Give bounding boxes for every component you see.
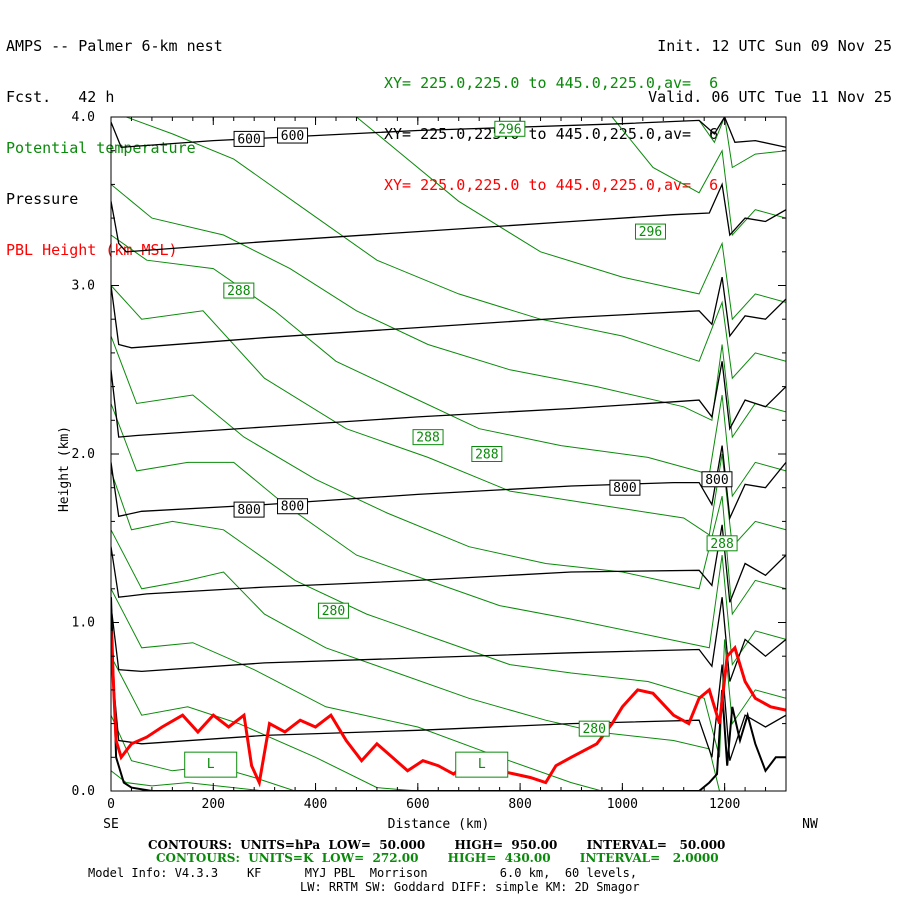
- footer-model-info: Model Info: V4.3.3 KF MYJ PBL Morrison 6…: [88, 866, 638, 880]
- y-tick-label: 0.0: [72, 784, 95, 799]
- theta-contour-300: [698, 117, 786, 169]
- x-tick-label: 200: [202, 797, 225, 812]
- pressure-contour-label-box: [233, 501, 265, 518]
- pressure-contour-label: 600: [281, 129, 304, 144]
- theta-contour-label: 296: [639, 225, 662, 240]
- theta-contour-296: [356, 117, 786, 321]
- theta-contour-288: [111, 285, 786, 548]
- header-left: AMPS -- Palmer 6-km nest Fcst. 42 h Pote…: [6, 4, 223, 276]
- pressure-contour-950: [111, 656, 786, 761]
- pressure-contour-label: 800: [281, 500, 304, 515]
- theta-contour-label-box: [494, 120, 526, 137]
- theta-contour-label-box: [634, 223, 666, 240]
- plot-frame: [110, 116, 787, 792]
- valid-time: Valid. 06 UTC Tue 11 Nov 25: [648, 88, 892, 106]
- pressure-contour-label-box: [233, 130, 265, 147]
- pressure-contour-label: 600: [237, 132, 260, 147]
- theta-contour-282: [111, 470, 786, 758]
- theta-contour-290: [111, 234, 786, 498]
- pressure-contour-label: 800: [237, 503, 260, 518]
- pressure-contour-label: 800: [613, 481, 636, 496]
- low-marker-label: L: [478, 757, 486, 772]
- theta-contour-298: [611, 117, 786, 237]
- x-tick-label: 800: [508, 797, 531, 812]
- theta-contour-292: [111, 184, 786, 439]
- low-marker-box: [184, 751, 238, 778]
- y-tick-label: 3.0: [72, 279, 95, 294]
- footer-model-info-2: LW: RRTM SW: Goddard DIFF: simple KM: 2D…: [300, 880, 640, 894]
- theta-contour-label: 288: [227, 284, 250, 299]
- footer-contours-pressure: CONTOURS: UNITS=hPa LOW= 50.000 HIGH= 95…: [148, 838, 726, 852]
- pressure-contour-label-box: [701, 471, 733, 488]
- theta-contour-label-box: [706, 535, 738, 552]
- field-pressure-name: Pressure: [6, 190, 79, 208]
- theta-contour-label-box: [578, 720, 610, 737]
- theta-contour-276: [111, 655, 418, 791]
- forecast-hour: Fcst. 42 h: [6, 88, 115, 106]
- x-tick-label: 1000: [607, 797, 638, 812]
- header-right: Init. 12 UTC Sun 09 Nov 25 Valid. 06 UTC…: [648, 4, 892, 123]
- low-marker-label: L: [207, 757, 215, 772]
- theta-contour-286: [111, 335, 786, 616]
- pressure-contour-650: [111, 182, 786, 253]
- plot-title: AMPS -- Palmer 6-km nest: [6, 37, 223, 55]
- pressure-contour-600: [111, 117, 786, 148]
- theta-contour-label-box: [471, 446, 503, 462]
- theta-contour-label: 280: [582, 722, 605, 737]
- pressure-contour-800: [111, 445, 786, 521]
- x-tick-label: 400: [304, 797, 327, 812]
- x-tick-label: 1200: [709, 797, 740, 812]
- pressure-contour-900: [111, 597, 786, 682]
- x-end-label-right: NW: [802, 817, 818, 832]
- y-tick-label: 4.0: [72, 110, 95, 125]
- y-tick-label: 1.0: [72, 616, 95, 631]
- pressure-contour-700: [111, 276, 786, 349]
- field-pbl-xy: XY= 225.0,225.0 to 445.0,225.0,av= 6: [384, 176, 719, 194]
- pressure-contour-750: [111, 361, 786, 438]
- theta-contour-label: 288: [710, 537, 733, 552]
- pressure-contour-850: [111, 524, 786, 603]
- pressure-contour-label-box: [277, 498, 309, 515]
- pressure-contour-label-box: [609, 479, 641, 496]
- theta-contour-278: [111, 588, 603, 791]
- theta-contour-label: 288: [475, 448, 498, 463]
- x-tick-label: 600: [406, 797, 429, 812]
- pressure-contour-label: 800: [705, 473, 728, 488]
- x-tick-label: 0: [107, 797, 115, 812]
- theta-contour-284: [111, 403, 786, 667]
- y-tick-label: 2.0: [72, 447, 95, 462]
- init-time: Init. 12 UTC Sun 09 Nov 25: [657, 37, 892, 55]
- x-axis-label: Distance (km): [388, 817, 490, 832]
- x-end-label-left: SE: [103, 817, 119, 832]
- y-axis-label: Height (km): [57, 426, 72, 512]
- theta-contour-label-box: [412, 429, 444, 446]
- pbl-height-line: [111, 630, 786, 788]
- theta-contour-280: [111, 529, 720, 791]
- pressure-contour-label-box: [277, 127, 309, 144]
- plot-area: [111, 117, 786, 791]
- theta-contour-label: 288: [416, 431, 439, 446]
- footer-contours-theta: CONTOURS: UNITS=K LOW= 272.00 HIGH= 430.…: [156, 851, 719, 865]
- theta-contour-label-box: [223, 282, 255, 299]
- theta-contour-label-box: [317, 602, 349, 619]
- theta-contour-294: [126, 117, 786, 380]
- theta-contour-label: 280: [322, 604, 345, 619]
- low-marker-box: [455, 751, 509, 778]
- theta-contour-label: 296: [498, 122, 521, 137]
- field-theta-xy: XY= 225.0,225.0 to 445.0,225.0,av= 6: [384, 74, 719, 92]
